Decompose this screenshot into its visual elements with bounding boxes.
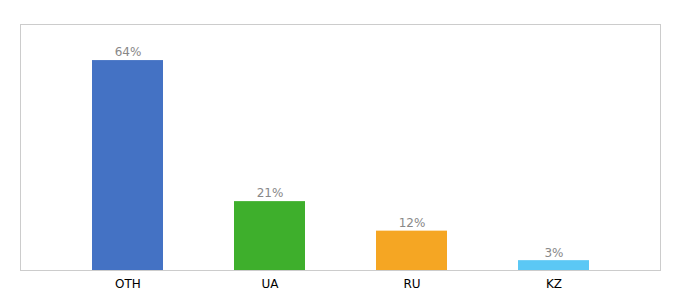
svg-text:OTH: OTH (115, 277, 141, 291)
svg-text:12%: 12% (399, 216, 426, 230)
svg-text:KZ: KZ (546, 277, 562, 291)
svg-text:3%: 3% (544, 246, 563, 260)
svg-text:RU: RU (403, 277, 420, 291)
svg-text:64%: 64% (115, 45, 142, 59)
svg-text:21%: 21% (257, 186, 284, 200)
svg-text:UA: UA (262, 277, 280, 291)
